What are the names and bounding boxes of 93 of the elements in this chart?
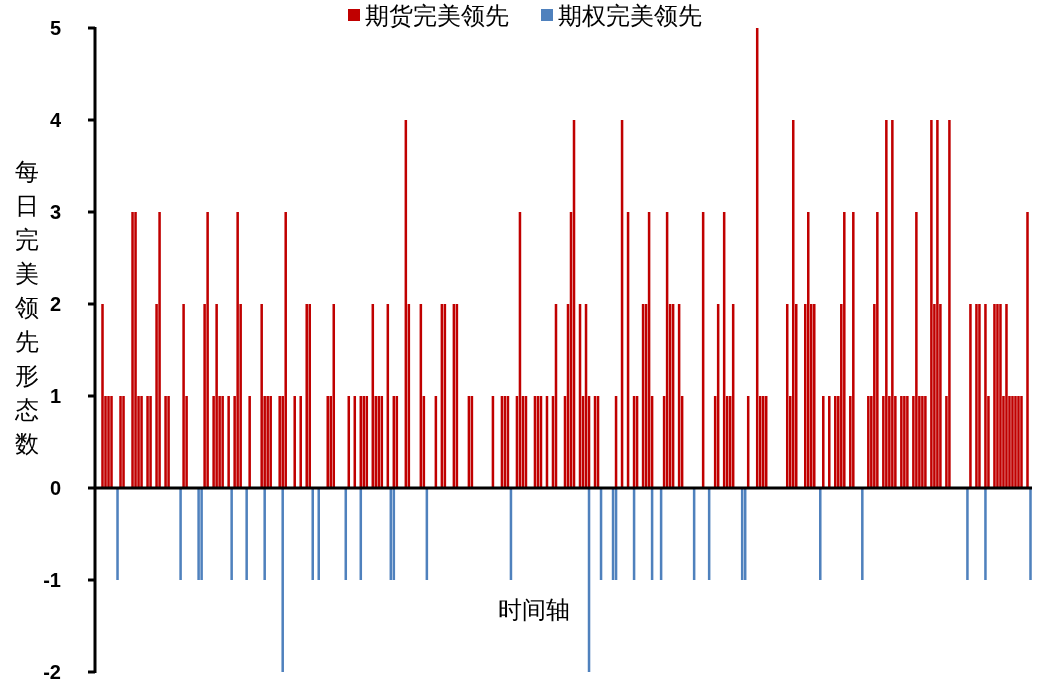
- bar: [885, 120, 888, 488]
- bar: [834, 396, 837, 488]
- bar: [852, 212, 855, 488]
- bar: [1005, 304, 1008, 488]
- bar: [263, 488, 266, 580]
- bar: [867, 396, 870, 488]
- legend-label: 期权完美领先: [558, 2, 702, 30]
- bar: [308, 304, 311, 488]
- bar: [984, 488, 987, 580]
- bar: [179, 488, 182, 580]
- bar: [828, 396, 831, 488]
- y-tick-label: 3: [49, 201, 61, 223]
- legend-label: 期货完美领先: [365, 2, 509, 30]
- bar: [1026, 212, 1029, 488]
- bar: [260, 304, 263, 488]
- bar: [221, 396, 224, 488]
- bar: [206, 212, 209, 488]
- bar: [197, 488, 200, 580]
- bar: [903, 396, 906, 488]
- bar: [200, 488, 203, 580]
- bar: [1029, 488, 1032, 580]
- y-tick-label: 1: [49, 385, 61, 407]
- bar: [900, 396, 903, 488]
- bar: [149, 396, 152, 488]
- bar: [236, 212, 239, 488]
- bar: [110, 396, 113, 488]
- y-tick-label: 0: [49, 477, 61, 499]
- bar: [122, 396, 125, 488]
- bar: [999, 304, 1002, 488]
- y-tick-label: 4: [49, 109, 62, 131]
- bar: [116, 488, 119, 580]
- y-tick-label: -2: [43, 661, 61, 682]
- bar: [317, 488, 320, 580]
- bar: [843, 212, 846, 488]
- bar: [1011, 396, 1014, 488]
- bar: [248, 396, 251, 488]
- y-tick-label: 5: [49, 17, 61, 39]
- bar: [921, 396, 924, 488]
- bar: [299, 396, 302, 488]
- bar: [146, 396, 149, 488]
- bar: [807, 212, 810, 488]
- bar: [924, 396, 927, 488]
- bar: [891, 120, 894, 488]
- bar: [227, 396, 230, 488]
- bar: [906, 396, 909, 488]
- bar: [278, 396, 281, 488]
- bar: [305, 304, 308, 488]
- bar: [1017, 396, 1020, 488]
- bar: [245, 488, 248, 580]
- bar: [281, 488, 284, 672]
- bar: [930, 120, 933, 488]
- bar: [785, 304, 789, 488]
- bar: [134, 212, 137, 488]
- bar: [266, 396, 269, 488]
- bar: [996, 304, 999, 488]
- bar: [861, 488, 864, 580]
- bar: [182, 304, 185, 488]
- bar: [936, 120, 939, 488]
- bar: [167, 396, 170, 488]
- bar: [822, 396, 825, 488]
- bar: [311, 488, 314, 580]
- bar: [1020, 396, 1023, 488]
- bar: [1014, 396, 1017, 488]
- bar: [101, 304, 104, 488]
- bar: [230, 488, 233, 580]
- bar: [326, 396, 330, 488]
- bar: [915, 212, 918, 488]
- y-tick-label: -1: [43, 569, 61, 591]
- bar: [158, 212, 161, 488]
- bar: [948, 120, 951, 488]
- y-tick-label: 2: [49, 293, 61, 315]
- bar: [284, 212, 287, 488]
- text: 每日完美领先形态数: [15, 158, 39, 458]
- bar: [813, 304, 816, 488]
- bar: [791, 120, 795, 488]
- bar: [269, 396, 272, 488]
- bar: [119, 396, 122, 488]
- bar: [332, 304, 336, 488]
- bar: [107, 396, 110, 488]
- bar: [131, 212, 134, 488]
- bar: [984, 304, 987, 488]
- bar: [978, 304, 981, 488]
- bar: [966, 488, 969, 580]
- bar: [819, 488, 822, 580]
- bar: [215, 304, 218, 488]
- bar: [140, 396, 143, 488]
- bar: [293, 396, 296, 488]
- bar: [164, 396, 167, 488]
- bar: [969, 304, 972, 488]
- bar: [993, 304, 996, 488]
- bar: [975, 304, 978, 488]
- x-axis-title: 时间轴: [497, 596, 570, 624]
- bar: [876, 212, 879, 488]
